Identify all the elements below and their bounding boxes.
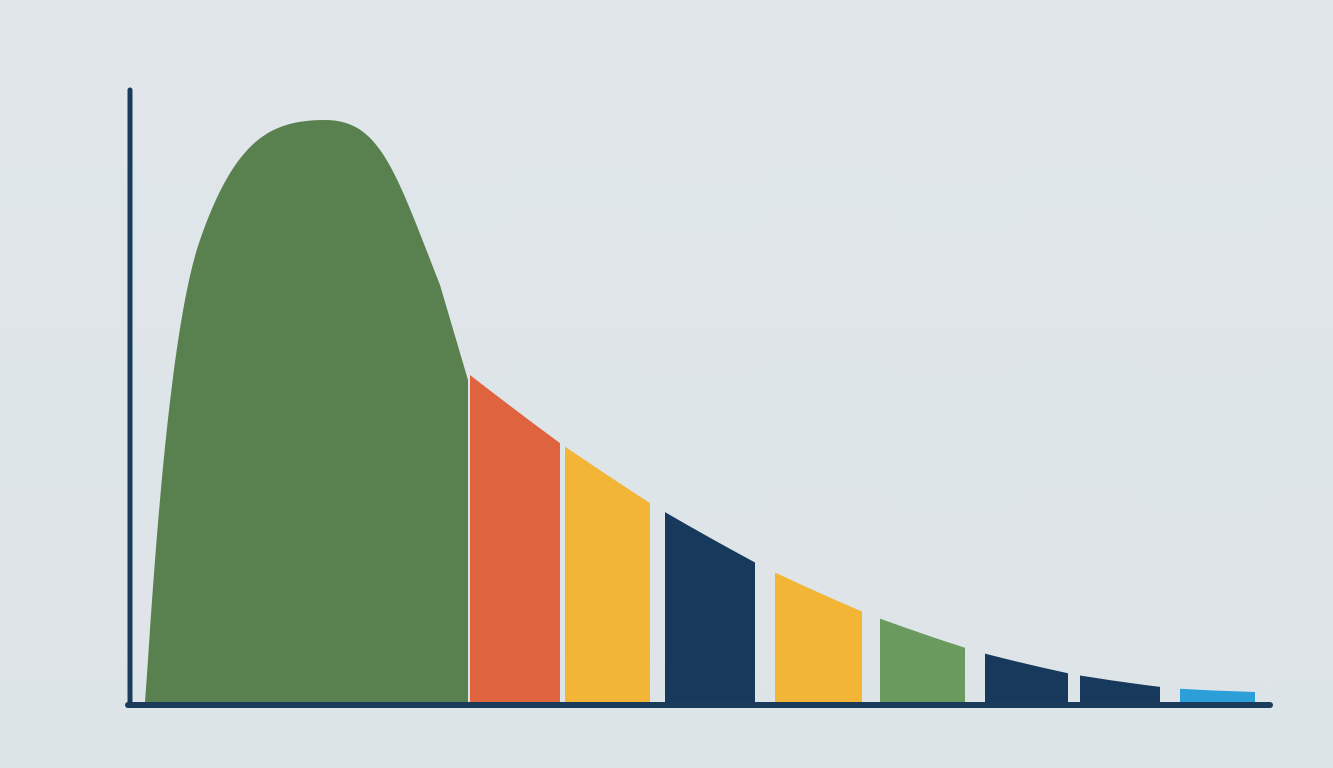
histogram-bar-3 [775, 573, 862, 702]
histogram-bar-4 [880, 619, 965, 702]
chart-svg [0, 0, 1333, 768]
histogram-bar-1 [565, 447, 650, 702]
histogram-bar-2 [665, 512, 755, 702]
histogram-bar-5 [985, 654, 1068, 702]
histogram-bar-7 [1180, 689, 1255, 702]
histogram-bar-6 [1080, 676, 1160, 702]
green-distribution-area [145, 120, 468, 702]
histogram-bar-0 [470, 375, 560, 702]
distribution-chart [0, 0, 1333, 768]
